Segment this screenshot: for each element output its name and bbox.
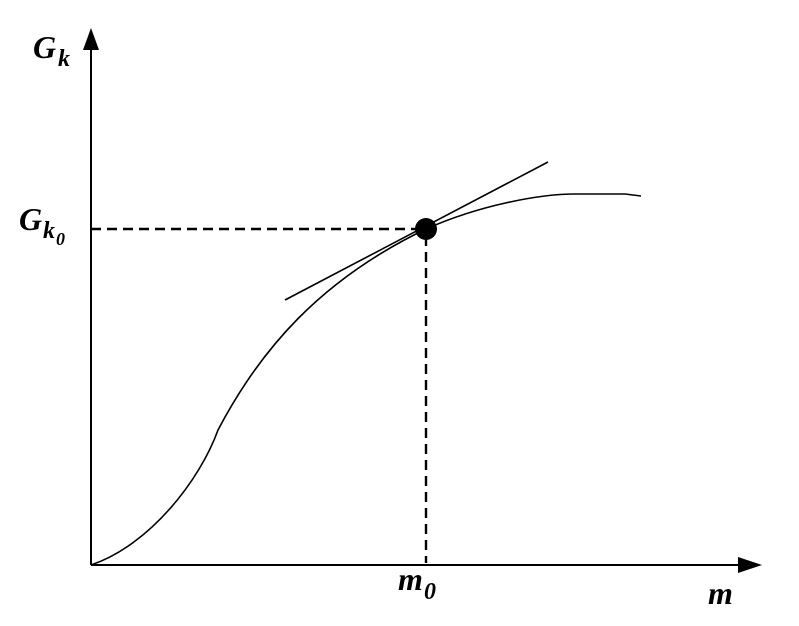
gk0-label-sub: k [43, 218, 55, 244]
m0-label: m 0 [398, 561, 436, 605]
m0-label-sub: 0 [424, 579, 436, 605]
gk0-label: G k 0 [19, 201, 65, 249]
y-axis-label-sub: k [58, 46, 70, 72]
gk-curve [90, 193, 642, 566]
y-axis-label: G k [33, 29, 70, 72]
tangency-point [415, 218, 437, 240]
m0-label-main: m [398, 561, 423, 597]
x-axis-arrowhead [738, 557, 762, 573]
y-axis-arrowhead [83, 28, 99, 50]
gk0-label-subsub: 0 [56, 229, 65, 249]
y-axis-label-main: G [33, 29, 56, 65]
x-axis-label: m [708, 575, 733, 611]
gk0-label-main: G [19, 201, 42, 237]
